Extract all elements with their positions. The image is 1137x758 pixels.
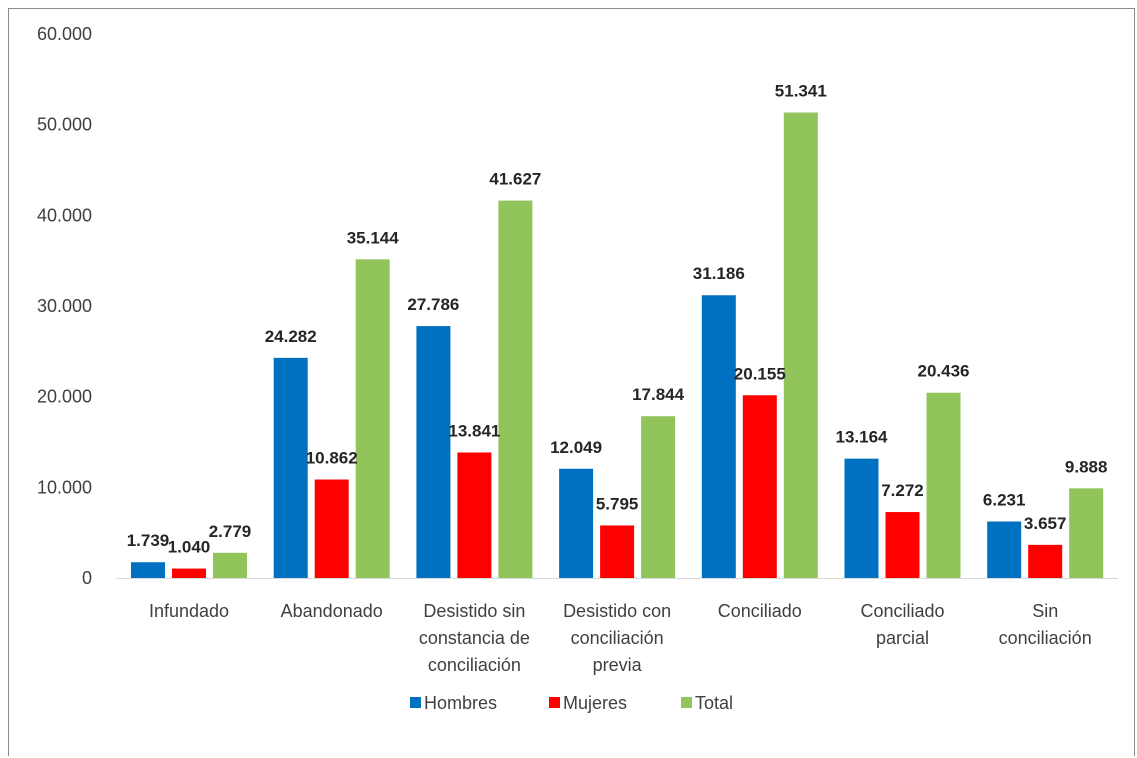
data-label-mujeres: 1.040 [168, 538, 211, 557]
y-tick-label: 50.000 [37, 115, 92, 135]
data-label-mujeres: 5.795 [596, 494, 639, 513]
data-label-mujeres: 3.657 [1024, 514, 1067, 533]
data-label-total: 17.844 [632, 385, 685, 404]
bar-total [1069, 488, 1104, 578]
bar-hombres [416, 326, 451, 578]
bar-total [355, 259, 390, 578]
legend-swatch-mujeres [549, 697, 560, 708]
bar-hombres [844, 458, 879, 578]
data-label-hombres: 27.786 [407, 295, 459, 314]
bar-mujeres [600, 525, 635, 578]
y-tick-label: 40.000 [37, 205, 92, 225]
y-tick-label: 30.000 [37, 296, 92, 316]
x-category-label: Abandonado [281, 601, 383, 621]
data-label-hombres: 1.739 [127, 531, 170, 550]
legend-label-mujeres: Mujeres [563, 693, 627, 713]
bar-mujeres [172, 568, 206, 578]
data-label-total: 41.627 [489, 170, 541, 189]
x-category-label: Infundado [149, 601, 229, 621]
chart-frame [8, 8, 1135, 756]
legend-label-total: Total [695, 693, 733, 713]
legend-swatch-total [681, 697, 692, 708]
x-axis: Infundado Abandonado Desistido sin constanc… [116, 578, 1118, 675]
data-label-total: 9.888 [1065, 457, 1108, 476]
bar-hombres [559, 468, 594, 578]
data-label-mujeres: 20.155 [734, 364, 786, 383]
data-label-mujeres: 10.862 [306, 449, 358, 468]
bar-hombres [131, 562, 165, 578]
legend: Hombres Mujeres Total [410, 693, 733, 713]
bar-total [926, 392, 961, 578]
x-category-label: conciliación [571, 628, 664, 648]
bar-mujeres [885, 512, 920, 578]
data-label-total: 20.436 [918, 362, 970, 381]
x-category-label: Conciliado [718, 601, 802, 621]
y-axis: 0 10.000 20.000 30.000 40.000 50.000 60.000 [37, 24, 92, 588]
x-category-label: Conciliado [860, 601, 944, 621]
bar-mujeres [742, 395, 777, 578]
x-category-label: Desistido con [563, 601, 671, 621]
x-category-label: previa [593, 655, 643, 675]
legend-swatch-hombres [410, 697, 421, 708]
data-label-hombres: 12.049 [550, 438, 602, 457]
data-label-hombres: 6.231 [983, 491, 1026, 510]
bars [131, 112, 1104, 579]
data-label-total: 51.341 [775, 82, 827, 101]
bar-mujeres [457, 452, 492, 578]
data-label-mujeres: 13.841 [448, 422, 500, 441]
x-category-label: conciliación [999, 628, 1092, 648]
x-category-label: parcial [876, 628, 929, 648]
y-tick-label: 60.000 [37, 24, 92, 44]
bar-total [213, 552, 247, 578]
x-category-label: Sin [1032, 601, 1058, 621]
x-category-label: Desistido sin [423, 601, 525, 621]
bar-hombres [987, 521, 1022, 578]
y-tick-label: 0 [82, 568, 92, 588]
bar-total [641, 416, 676, 578]
data-label-hombres: 13.164 [836, 428, 889, 447]
data-label-hombres: 31.186 [693, 264, 745, 283]
data-label-total: 2.779 [209, 522, 252, 541]
bar-hombres [701, 295, 736, 578]
data-label-hombres: 24.282 [265, 327, 317, 346]
bar-mujeres [1028, 544, 1063, 578]
bar-hombres [273, 357, 308, 578]
bar-total [783, 112, 818, 578]
x-category-label: conciliación [428, 655, 521, 675]
data-label-mujeres: 7.272 [881, 481, 924, 500]
legend-label-hombres: Hombres [424, 693, 497, 713]
x-category-label: constancia de [419, 628, 530, 648]
bar-total [498, 200, 533, 579]
bar-mujeres [314, 479, 349, 578]
y-tick-label: 10.000 [37, 477, 92, 497]
data-label-total: 35.144 [347, 228, 400, 247]
y-tick-label: 20.000 [37, 387, 92, 407]
